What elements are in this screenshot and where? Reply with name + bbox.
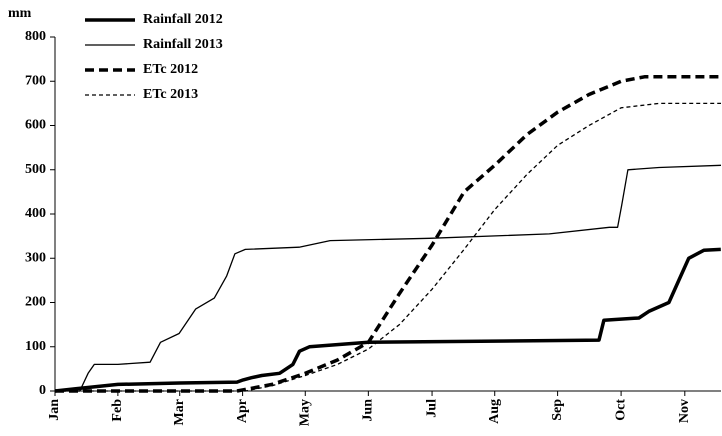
x-tick-label: Mar (172, 399, 187, 425)
series-line (55, 164, 722, 392)
y-tick-label: 100 (25, 339, 46, 354)
x-tick-label: Jun (361, 399, 376, 422)
x-tick-label: Jul (424, 399, 439, 418)
series-line (55, 75, 721, 393)
x-tick-label: Sep (550, 399, 565, 421)
y-tick-label: 600 (25, 118, 46, 133)
x-tick-label: Feb (110, 399, 125, 422)
x-tick-label: Oct (613, 399, 628, 421)
x-tick-label: May (297, 399, 312, 426)
y-tick-label: 700 (25, 73, 46, 88)
y-tick-label: 500 (25, 162, 46, 177)
x-tick-label: Apr (235, 399, 250, 423)
y-axis-label: mm (8, 6, 32, 21)
series-line (55, 102, 721, 392)
y-tick-label: 300 (25, 250, 46, 265)
y-tick-label: 800 (25, 29, 46, 44)
x-tick-label: Aug (487, 399, 502, 424)
legend-label: ETc 2012 (143, 62, 198, 77)
y-tick-label: 0 (39, 383, 46, 398)
legend-label: Rainfall 2012 (143, 12, 223, 27)
legend-label: Rainfall 2013 (143, 37, 223, 52)
legend-label: ETc 2013 (143, 87, 198, 102)
y-tick-label: 400 (25, 206, 46, 221)
series-line (54, 247, 721, 393)
y-tick-label: 200 (25, 295, 46, 310)
x-tick-label: Nov (677, 399, 692, 423)
x-tick-label: Jan (47, 399, 62, 421)
